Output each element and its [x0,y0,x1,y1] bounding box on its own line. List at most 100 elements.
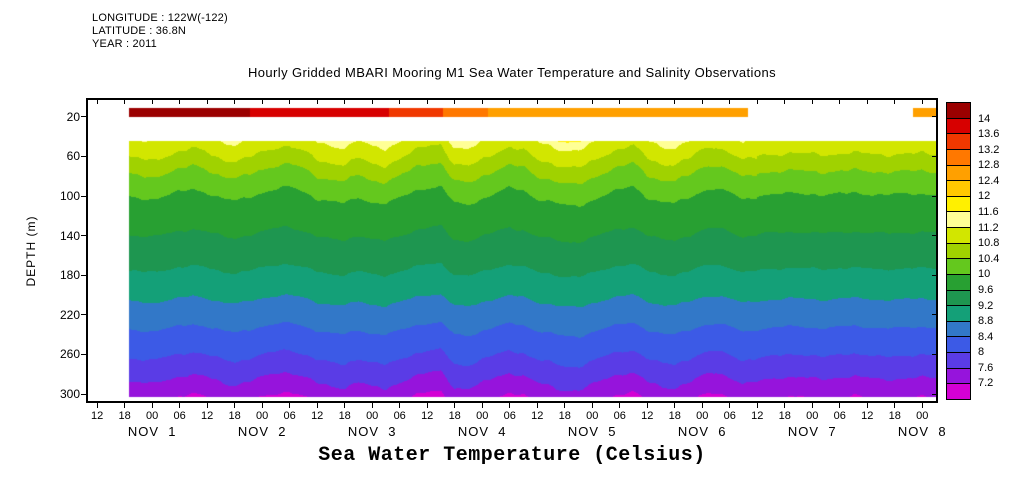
y-tick-mark [81,235,86,237]
colorbar-tick-label: 10.8 [978,237,1000,250]
y-tick-mark [81,393,86,395]
x-tick-mark [509,403,511,408]
colorbar-tick-label: 10.4 [978,252,1000,265]
x-tick-label: 12 [421,410,434,422]
colorbar-segment [947,290,970,307]
x-tick-mark-top [289,100,291,104]
y-tick-mark-right [932,155,936,157]
longitude-label: LONGITUDE : 122W(-122) [92,12,228,24]
x-day-label: NOV 4 [457,424,507,439]
x-tick-label: 00 [696,410,709,422]
colorbar-segment [947,321,970,338]
y-tick-label: 100 [59,189,80,204]
colorbar-title: Sea Water Temperature (Celsius) [318,444,706,467]
x-tick-mark-top [811,100,813,104]
colorbar-tick-label: 9.2 [978,299,994,312]
y-tick-label: 60 [66,149,80,164]
colorbar-segment [947,181,970,197]
y-tick-mark-right [932,353,936,355]
x-tick-label: 18 [558,410,571,422]
x-tick-mark [481,403,483,408]
x-tick-mark [536,403,538,408]
colorbar-segment [947,149,970,166]
colorbar-tick-label: 7.6 [978,361,994,374]
x-tick-mark [426,403,428,408]
x-day-label: NOV 2 [237,424,287,439]
x-tick-mark-top [261,100,263,104]
x-tick-mark [179,403,181,408]
x-tick-mark-top [701,100,703,104]
x-tick-mark-top [234,100,236,104]
x-tick-mark-top [674,100,676,104]
x-tick-mark-top [784,100,786,104]
x-tick-mark-top [96,100,98,104]
x-tick-label: 18 [668,410,681,422]
y-tick-label: 140 [59,228,80,243]
x-tick-mark-top [509,100,511,104]
x-tick-label: 06 [173,410,186,422]
colorbar-tick-label: 8.8 [978,315,994,328]
colorbar-segment [947,306,970,322]
x-tick-mark-top [619,100,621,104]
colorbar-segment [947,196,970,213]
colorbar-segment [947,353,970,369]
colorbar-segment [947,243,970,260]
colorbar-tick-label: 13.2 [978,143,1000,156]
x-tick-label: 18 [448,410,461,422]
x-tick-label: 12 [91,410,104,422]
colorbar-segment [947,274,970,291]
plot-frame [86,98,938,403]
x-tick-label: 06 [833,410,846,422]
colorbar-segment [947,228,970,244]
x-tick-mark [591,403,593,408]
colorbar-segment [947,134,970,150]
colorbar-tick-label: 12.8 [978,159,1000,172]
colorbar-tick-label: 12.4 [978,174,1000,187]
x-tick-label: 06 [393,410,406,422]
colorbar-tick-label: 12 [978,190,991,203]
x-tick-mark-top [316,100,318,104]
y-tick-mark-right [932,195,936,197]
x-tick-mark [564,403,566,408]
x-tick-label: 18 [118,410,131,422]
x-tick-mark [729,403,731,408]
x-tick-mark-top [866,100,868,104]
y-tick-label: 300 [59,387,80,402]
x-day-label: NOV 8 [897,424,947,439]
x-tick-mark [316,403,318,408]
x-tick-mark [894,403,896,408]
x-tick-mark-top [894,100,896,104]
y-tick-mark [81,195,86,197]
y-axis-title: DEPTH (m) [24,215,38,287]
x-tick-mark [921,403,923,408]
x-tick-label: 00 [256,410,269,422]
y-tick-label: 220 [59,307,80,322]
x-tick-label: 06 [503,410,516,422]
colorbar-segment [947,103,970,119]
x-tick-mark [784,403,786,408]
x-tick-label: 06 [283,410,296,422]
x-tick-mark [619,403,621,408]
colorbar-tick-label: 13.6 [978,128,1000,141]
y-tick-mark-right [932,393,936,395]
x-tick-mark-top [481,100,483,104]
x-day-label: NOV 3 [347,424,397,439]
x-tick-mark-top [151,100,153,104]
y-tick-mark [81,274,86,276]
x-tick-mark-top [371,100,373,104]
x-tick-mark-top [454,100,456,104]
y-tick-label: 20 [66,109,80,124]
colorbar-segment [947,212,970,228]
x-day-label: NOV 1 [127,424,177,439]
colorbar-tick-label: 11.2 [978,221,999,234]
x-tick-mark-top [646,100,648,104]
y-tick-mark [81,353,86,355]
colorbar-tick-label: 8 [978,346,985,359]
x-tick-label: 12 [751,410,764,422]
x-day-label: NOV 5 [567,424,617,439]
x-tick-mark-top [729,100,731,104]
heatmap-canvas [88,100,936,401]
x-tick-label: 18 [778,410,791,422]
x-tick-mark [261,403,263,408]
